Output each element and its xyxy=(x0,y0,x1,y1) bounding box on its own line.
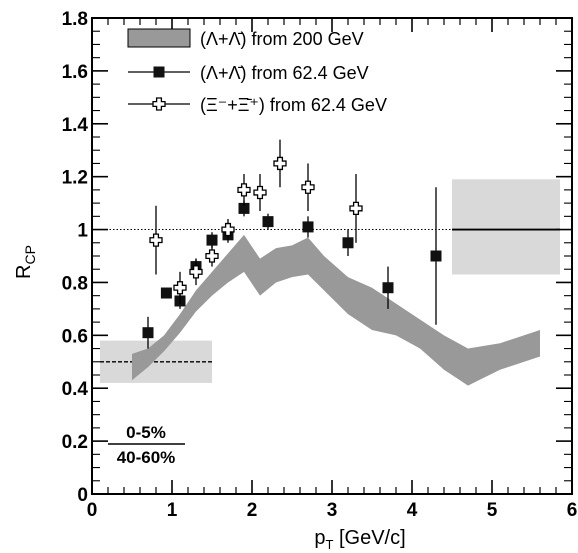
centrality-numerator: 0-5% xyxy=(126,423,166,442)
xi-62-point-0 xyxy=(149,233,163,247)
axis-ticks: 0 1 2 3 4 5 6 0 0.2 0.4 0.6 0.8 1 1.2 1.4 1.6 1.8 xyxy=(62,9,578,521)
lambda-62-point-4 xyxy=(206,234,218,246)
y-tick-label-2: 0.4 xyxy=(62,379,89,400)
legend-label-0: (Λ+Λ̄) from 200 GeV xyxy=(200,29,364,49)
legend-label-1: (Λ+Λ̄) from 62.4 GeV xyxy=(200,63,369,83)
lambda-62-point-11 xyxy=(430,250,442,262)
legend-swatch-band xyxy=(127,28,191,48)
lambda-62-point-1 xyxy=(160,287,172,299)
y-tick-label-6: 1.2 xyxy=(62,168,88,189)
band-200gev xyxy=(132,234,540,386)
x-tick-label-5: 5 xyxy=(487,500,498,521)
legend-label-2: (Ξ⁻+Ξ̄⁺) from 62.4 GeV xyxy=(200,95,387,115)
x-tick-label-2: 2 xyxy=(247,500,258,521)
xi-62-point-1 xyxy=(173,281,187,295)
xi-62-point-5 xyxy=(237,183,251,197)
lambda-62-point-7 xyxy=(262,216,274,228)
band-200gev-area xyxy=(132,234,540,386)
y-tick-label-0: 0 xyxy=(77,485,88,506)
systematic-box-1 xyxy=(452,179,560,275)
y-axis-label: RCP xyxy=(13,245,38,279)
x-tick-label-4: 4 xyxy=(407,500,418,521)
legend-swatch-square xyxy=(153,66,165,78)
xi-62-point-8 xyxy=(301,180,315,194)
x-tick-label-1: 1 xyxy=(167,500,178,521)
centrality-denominator: 40-60% xyxy=(117,448,176,467)
x-tick-label-0: 0 xyxy=(87,500,98,521)
data-points xyxy=(142,139,442,349)
y-tick-label-9: 1.8 xyxy=(62,9,88,30)
y-tick-label-5: 1 xyxy=(77,221,88,242)
xi-62-point-2 xyxy=(189,265,203,279)
y-tick-label-7: 1.4 xyxy=(62,115,89,136)
y-tick-label-8: 1.6 xyxy=(62,62,88,83)
x-tick-label-3: 3 xyxy=(327,500,338,521)
lambda-62-point-9 xyxy=(342,237,354,249)
lambda-62-point-6 xyxy=(238,202,250,214)
xi-62-point-9 xyxy=(349,201,363,216)
x-tick-label-6: 6 xyxy=(567,500,578,521)
legend: (Λ+Λ̄) from 200 GeV (Λ+Λ̄) from 62.4 GeV (… xyxy=(127,28,387,115)
y-tick-label-1: 0.2 xyxy=(62,432,88,453)
x-axis-label: pT [GeV/c] xyxy=(314,527,405,552)
xi-62-point-3 xyxy=(205,249,219,263)
xi-62-point-4 xyxy=(221,222,235,237)
lambda-62-point-8 xyxy=(302,221,314,233)
legend-swatch-cross xyxy=(152,97,166,111)
y-tick-label-4: 0.8 xyxy=(62,273,88,294)
lambda-62-point-10 xyxy=(382,282,394,294)
y-tick-label-3: 0.6 xyxy=(62,326,88,347)
lambda-62-point-0 xyxy=(142,327,154,339)
xi-62-point-6 xyxy=(253,185,267,200)
xi-62-point-7 xyxy=(273,156,287,171)
centrality-label: 0-5% 40-60% xyxy=(108,423,185,467)
